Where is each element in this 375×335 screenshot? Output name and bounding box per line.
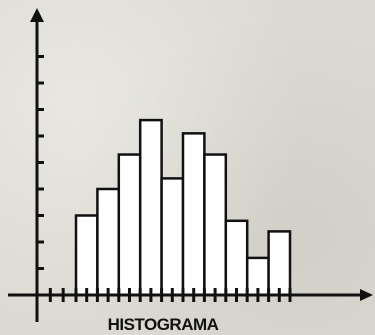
histogram-bar [138,118,163,297]
y-axis-arrow-icon [30,8,44,22]
histogram-bar [74,214,99,297]
histogram-bar [224,219,249,297]
chart-title: HISTOGRAMA [108,315,219,334]
histogram-bar [267,230,292,297]
histogram-bar [96,187,121,297]
histogram-bar [203,153,228,297]
x-axis-arrow-icon [360,289,373,301]
bars-layer [74,118,292,297]
histogram-bar [181,132,206,297]
histogram-bar [117,153,142,297]
histogram-bar [160,177,185,297]
